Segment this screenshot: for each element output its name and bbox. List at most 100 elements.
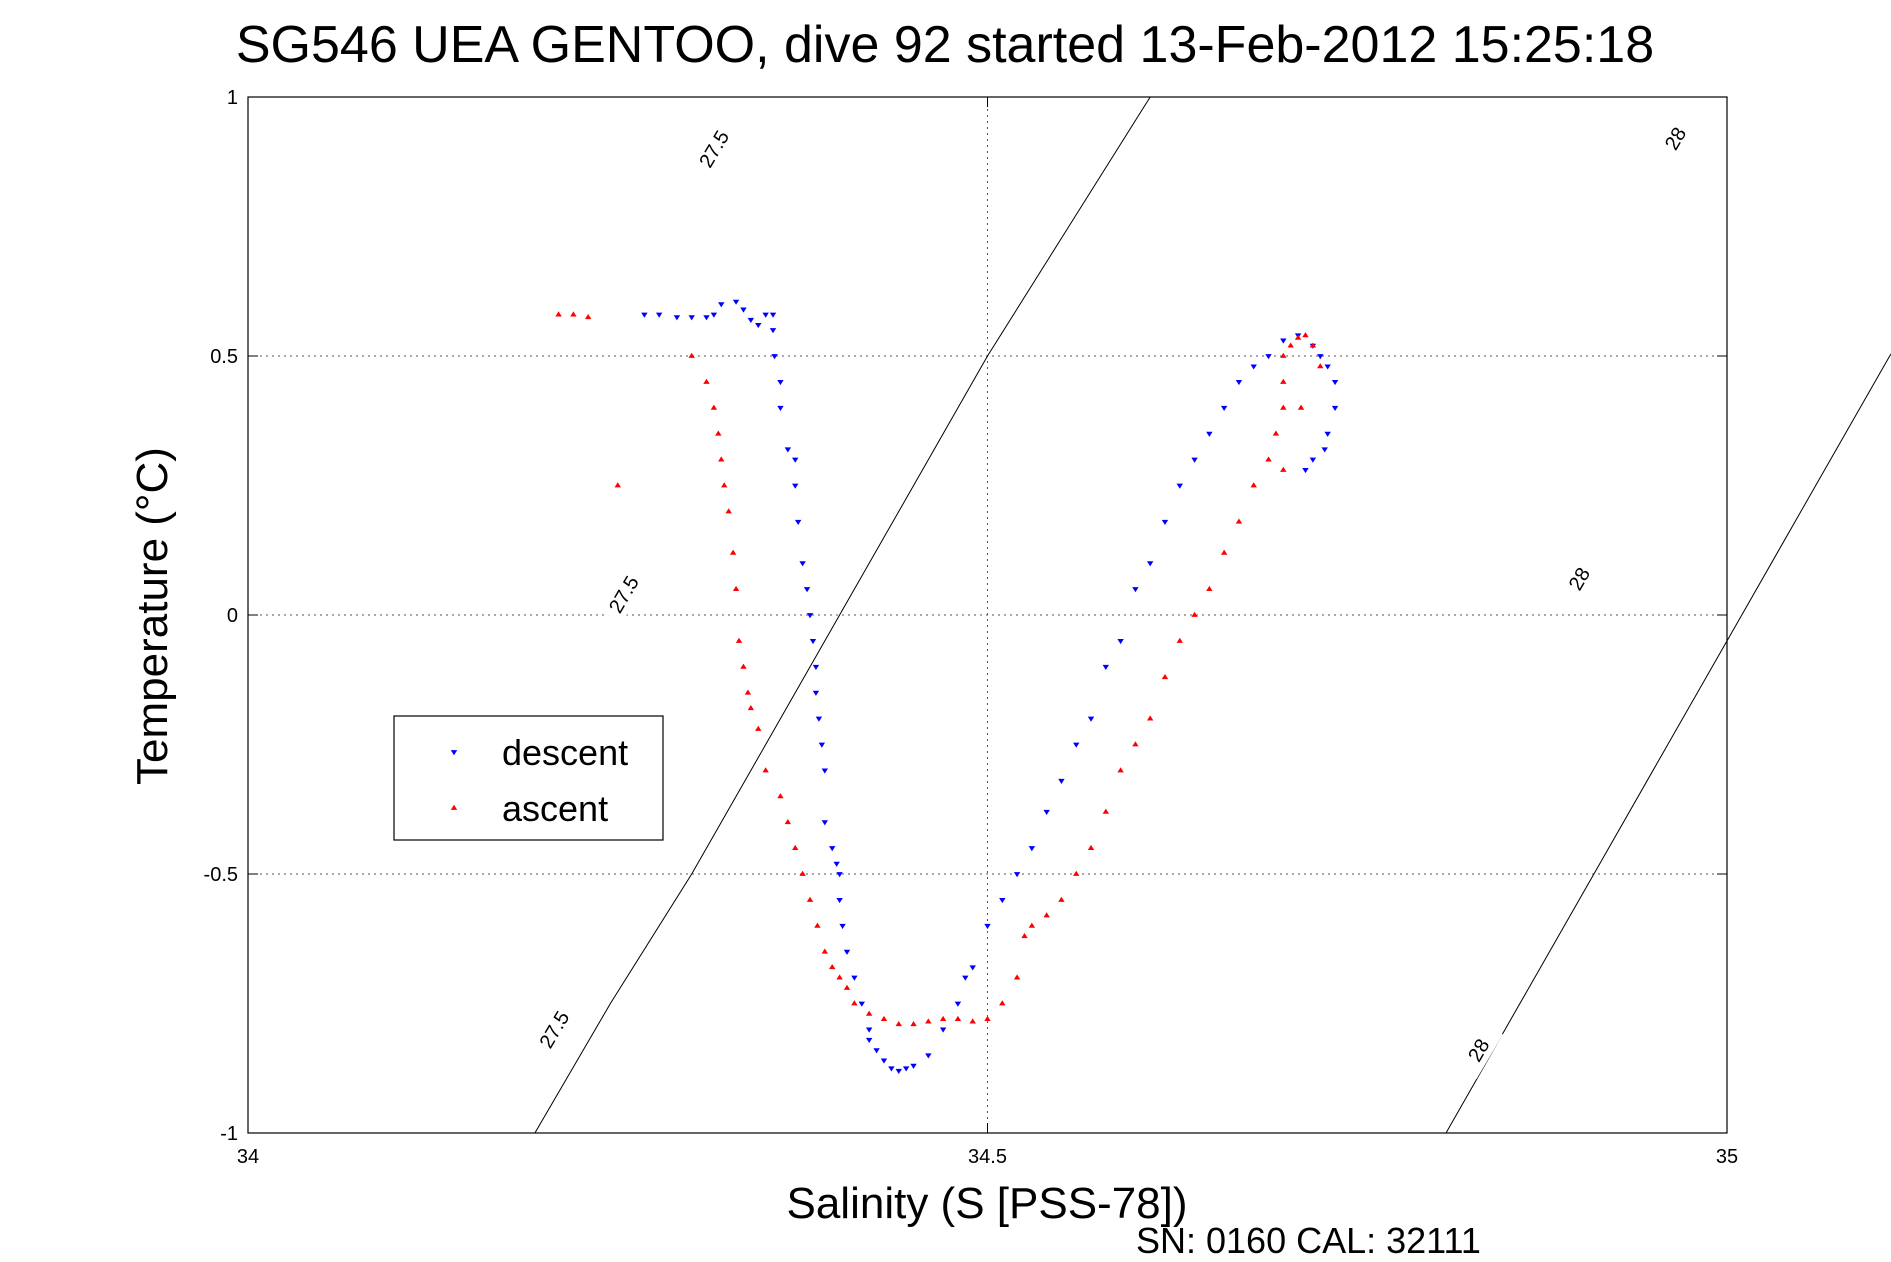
x-tick-label-0: 34 [237,1146,259,1168]
ascent-point [703,378,710,384]
descent-point [1265,354,1272,360]
descent-point [821,768,829,774]
descent-point [1206,431,1213,437]
ascent-point [1161,673,1169,680]
descent-point [1302,468,1309,474]
descent-point [1280,338,1287,344]
ascent-point [1132,741,1139,747]
descent-point [939,1027,947,1033]
ascent-point [584,313,592,320]
ascent-point [984,1015,991,1021]
ascent-point [1117,767,1124,773]
descent-point [865,1027,873,1033]
descent-point [740,307,747,313]
descent-point [843,949,851,955]
serial-calibration-footer: SN: 0160 CAL: 32111 [1136,1220,1481,1261]
ascent-point [744,689,752,695]
descent-point [902,1066,910,1072]
descent-point [799,561,806,567]
descent-point [812,690,820,696]
descent-point [1220,405,1228,411]
ascent-point [755,725,762,731]
ascent-point [1102,808,1110,814]
descent-point [910,1063,917,1069]
chart-title: SG546 UEA GENTOO, dive 92 started 13-Feb… [236,16,1654,74]
descent-point [792,483,799,489]
descent-point [771,354,778,360]
descent-point [1087,716,1095,722]
descent-point [747,317,755,323]
descent-point [1324,364,1331,370]
ascent-point [814,922,821,928]
descent-point [969,965,976,971]
ascent-point [614,482,621,488]
ascent-point [762,767,769,773]
ascent-point [895,1021,902,1027]
y-tick-label-0: -1 [220,1123,238,1145]
descent-point [703,315,710,321]
descent-point [858,1001,865,1007]
legend-box [393,715,664,841]
descent-point [803,587,811,593]
ascent-point [1176,637,1183,643]
ascent-point [1265,456,1272,462]
descent-point [1146,561,1154,567]
legend-marker-descent [450,750,458,756]
descent-point [1117,638,1124,645]
ascent-point [1302,332,1309,338]
ascent-point [925,1018,932,1024]
ascent-point [880,1015,888,1021]
ascent-point [1317,363,1324,369]
y-tick-label-2: 0 [227,605,238,627]
descent-point [833,861,840,867]
ascent-point [1028,922,1036,928]
descent-point [784,447,792,453]
descent-point [792,457,799,463]
descent-point [888,1066,895,1072]
descent-point [1102,664,1110,670]
ascent-point [1073,870,1080,876]
ascent-point [1280,404,1287,410]
ascent-point [732,585,740,592]
ascent-point [1021,932,1028,939]
descent-point [984,923,991,929]
ascent-point [792,844,799,851]
ascent-point [735,637,743,643]
x-tick-label-1: 34.5 [968,1146,1007,1168]
x-tick-label-2: 35 [1716,1146,1738,1168]
descent-point [851,975,858,981]
y-tick-label-3: 0.5 [210,346,238,368]
ascent-point [715,430,722,436]
ascent-point [725,508,732,514]
descent-point [925,1053,932,1059]
descent-point [829,846,836,852]
descent-point [809,638,817,645]
descent-point [1058,778,1065,784]
descent-point [710,312,718,318]
legend-marker-ascent [450,804,458,810]
descent-point [821,820,829,826]
data-series [555,299,1339,1075]
descent-point [873,1048,880,1054]
ascent-point [1043,912,1050,918]
ascent-point [836,974,843,980]
y-tick-label-4: 1 [227,87,238,109]
descent-point [1321,447,1328,453]
descent-point [1191,457,1198,463]
density-contour-28 [1445,353,1891,1134]
ascent-point [1206,585,1213,592]
ascent-point [721,482,728,488]
descent-point [1324,431,1331,437]
ascent-point [806,896,814,902]
legend-label-ascent: ascent [502,788,608,829]
descent-point [836,872,843,878]
descent-point [1235,379,1243,386]
descent-point [1250,364,1257,370]
descent-point [839,923,846,929]
ascent-point [999,1000,1006,1006]
ascent-point [1220,549,1228,555]
descent-point [880,1058,888,1064]
descent-point [962,975,969,981]
